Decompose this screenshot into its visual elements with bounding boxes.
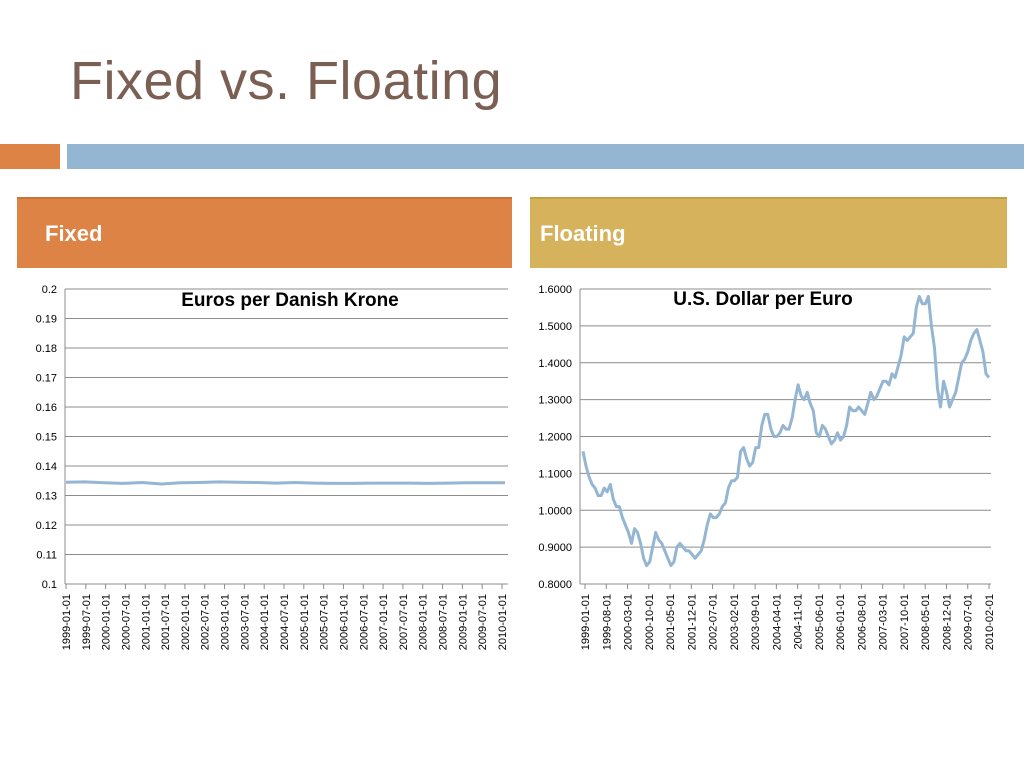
x-tick-label: 1999-07-01	[81, 594, 93, 650]
x-tick-label: 2001-07-01	[160, 594, 172, 650]
x-tick-label: 1999-08-01	[601, 594, 613, 650]
x-tick-label: 2008-12-01	[941, 594, 953, 650]
slide-title: Fixed vs. Floating	[70, 51, 503, 111]
y-tick-label: 0.15	[36, 432, 57, 444]
y-tick-label: 0.13	[36, 491, 57, 503]
y-tick-label: 1.4000	[538, 358, 572, 370]
x-tick-label: 2006-08-01	[856, 594, 868, 650]
x-tick-label: 2010-01-01	[497, 594, 509, 650]
x-tick-label: 2002-07-01	[708, 594, 720, 650]
x-tick-label: 2006-01-01	[338, 594, 350, 650]
x-tick-label: 2003-02-01	[729, 594, 741, 650]
x-tick-label: 2004-04-01	[771, 594, 783, 650]
x-tick-label: 2008-01-01	[418, 594, 430, 650]
fixed-panel-label: Fixed	[45, 221, 103, 246]
fixed-panel-header: Fixed	[17, 197, 512, 268]
x-tick-label: 2004-01-01	[259, 594, 271, 650]
fixed-chart: 0.2 0.19 0.18 0.17 0.16 0.15 0.14 0.13 0.12 0.11 0…	[36, 284, 509, 650]
x-tick-label: 2000-10-01	[644, 594, 656, 650]
x-tick-label: 2004-11-01	[793, 594, 805, 649]
y-tick-label: 1.6000	[538, 284, 572, 296]
x-tick-label: 2007-01-01	[378, 594, 390, 650]
floating-chart: 1.6000 1.5000 1.4000 1.3000 1.2000 1.1000 1.00…	[538, 284, 996, 650]
x-tick-label: 2005-06-01	[814, 594, 826, 650]
x-tick-label: 2000-03-01	[623, 594, 635, 650]
y-tick-label: 1.5000	[538, 321, 572, 333]
x-tick-label: 2003-07-01	[239, 594, 251, 650]
x-tick-label: 2005-07-01	[319, 594, 331, 650]
x-tick-label: 2004-07-01	[279, 594, 291, 650]
accent-bar-orange	[0, 144, 60, 169]
y-tick-label: 0.17	[36, 373, 57, 385]
x-tick-label: 2003-09-01	[750, 594, 762, 650]
x-tick-label: 2003-01-01	[220, 594, 232, 650]
floating-panel-header: Floating	[530, 197, 1007, 268]
x-tick-label: 2008-07-01	[438, 594, 450, 650]
x-tick-label: 2010-02-01	[984, 594, 996, 650]
x-tick-label: 2000-01-01	[101, 594, 113, 650]
y-tick-label: 0.8000	[538, 579, 572, 591]
x-tick-label: 2006-01-01	[835, 594, 847, 650]
y-tick-label: 0.11	[36, 550, 57, 562]
accent-bar-blue	[67, 144, 1024, 169]
y-tick-label: 0.1	[42, 579, 57, 591]
y-tick-label: 1.2000	[538, 432, 572, 444]
y-tick-label: 0.16	[36, 402, 57, 414]
x-tick-label: 2002-07-01	[200, 594, 212, 650]
series-line	[581, 294, 991, 568]
y-tick-label: 1.3000	[538, 395, 572, 407]
y-tick-label: 0.12	[36, 520, 57, 532]
floating-panel-label: Floating	[540, 221, 626, 246]
x-tick-label: 2001-05-01	[665, 594, 677, 650]
y-tick-label: 0.9000	[538, 542, 572, 554]
x-tick-label: 2001-01-01	[140, 594, 152, 650]
chart-title: U.S. Dollar per Euro	[673, 289, 852, 310]
x-tick-label: 1999-01-01	[61, 594, 73, 650]
x-tick-label: 2001-12-01	[686, 594, 698, 650]
y-tick-label: 0.18	[36, 343, 57, 355]
y-tick-label: 0.2	[42, 284, 57, 296]
x-tick-label: 2000-07-01	[120, 594, 132, 650]
series-line	[65, 480, 505, 486]
x-tick-label: 2007-10-01	[899, 594, 911, 650]
y-tick-label: 0.19	[36, 314, 57, 326]
x-tick-label: 2005-01-01	[299, 594, 311, 650]
y-tick-label: 0.14	[36, 461, 57, 473]
x-tick-label: 2008-05-01	[920, 594, 932, 650]
x-tick-label: 2009-01-01	[457, 594, 469, 650]
x-tick-label: 2009-07-01	[477, 594, 489, 650]
chart-title: Euros per Danish Krone	[181, 290, 399, 311]
y-tick-label: 1.1000	[538, 468, 572, 480]
x-tick-label: 2009-07-01	[963, 594, 975, 650]
y-tick-label: 1.0000	[538, 505, 572, 517]
x-tick-label: 1999-01-01	[580, 594, 592, 650]
x-tick-label: 2007-07-01	[398, 594, 410, 650]
x-tick-label: 2007-03-01	[878, 594, 890, 650]
x-tick-label: 2006-07-01	[358, 594, 370, 650]
x-tick-label: 2002-01-01	[180, 594, 192, 650]
